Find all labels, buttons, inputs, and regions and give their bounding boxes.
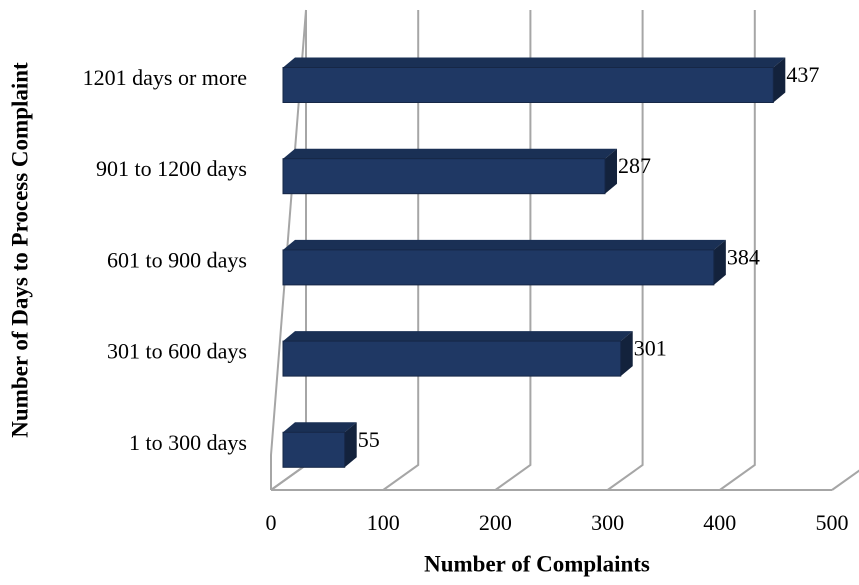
bar-top [283,57,786,68]
y-tick-label: 1 to 300 days [129,430,247,455]
bar-side [713,239,726,285]
grid-line [719,10,756,491]
x-tick-label: 300 [591,510,624,535]
grid-line [607,10,644,491]
data-label: 287 [618,153,651,178]
bar-top [283,148,618,159]
y-tick-label: 301 to 600 days [107,339,247,364]
grid-line [831,469,859,491]
data-label: 301 [634,336,667,361]
bar-side [773,57,786,103]
data-label: 55 [358,427,380,452]
data-label: 384 [727,244,760,269]
y-tick-label: 1201 days or more [83,65,247,90]
x-axis-title: Number of Complaints [424,551,650,576]
bar-side [344,422,357,468]
bar [282,158,606,195]
bar [282,340,622,377]
bar-side [620,331,633,377]
x-tick-label: 200 [479,510,512,535]
x-tick-label: 100 [367,510,400,535]
bar-top [283,239,726,250]
bar-side [605,148,618,194]
x-tick-label: 400 [703,510,736,535]
bar [282,249,715,286]
bar-top [283,422,357,433]
bar [282,67,774,103]
y-tick-label: 901 to 1200 days [96,156,247,181]
bar [282,431,346,468]
x-tick-label: 0 [266,510,277,535]
y-axis-title: Number of Days to Process Complaint [7,62,32,438]
y-tick-label: 601 to 900 days [107,247,247,272]
data-label: 437 [786,62,819,87]
bar-top [283,331,633,342]
x-tick-label: 500 [816,510,849,535]
